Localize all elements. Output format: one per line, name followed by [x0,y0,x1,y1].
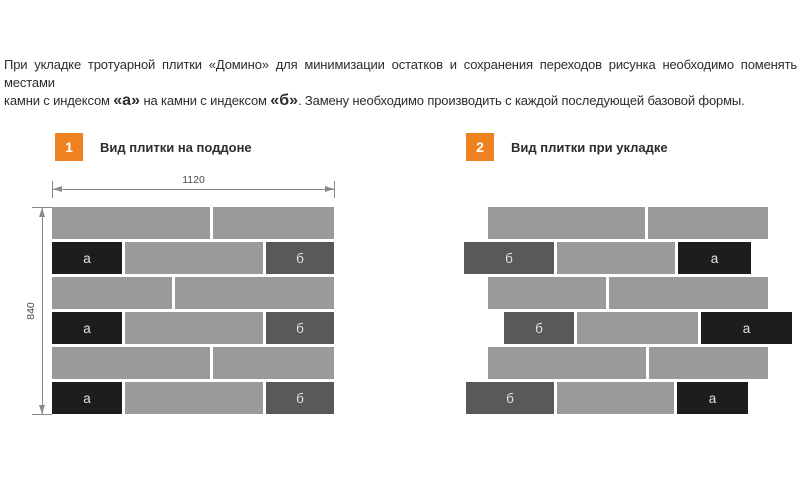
tile-label: а [83,320,91,336]
laying-tile-plain [488,347,646,379]
width-dimension-line [52,189,335,190]
laying-tile-a: а [678,242,751,274]
index-a-emphasis: «а» [113,92,140,109]
tile-label: б [506,390,514,406]
tile-label: а [710,250,719,266]
laying-tile-plain [609,277,768,309]
intro-text: на камни с индексом [139,93,271,108]
pallet-tile-plain [125,382,263,414]
height-dimension-extension-bottom [32,414,52,415]
section-1-number: 1 [65,139,73,155]
tile-label: б [296,250,304,266]
section-1-header: 1 Вид плитки на поддоне [55,133,252,161]
laying-tile-plain [648,207,768,239]
index-b-emphasis: «б» [270,92,298,109]
laying-tile-b: б [466,382,554,414]
laying-tile-b: б [464,242,554,274]
laying-tile-plain [488,277,606,309]
tile-label: а [708,390,717,406]
laying-tile-plain [557,382,674,414]
intro-line-1: При укладке тротуарной плитки «Домино» д… [4,56,797,92]
intro-text: . Замену необходимо производить с каждой… [297,93,745,108]
dimension-arrow-right-icon [325,186,334,192]
tile-label: б [296,390,304,406]
dimension-arrow-left-icon [53,186,62,192]
laying-tile-b: б [504,312,574,344]
section-2-badge: 2 [466,133,494,161]
width-dimension-extension-left [52,181,53,198]
section-1-badge: 1 [55,133,83,161]
width-dimension-extension-right [334,181,335,198]
pallet-tile-b: б [266,242,334,274]
pallet-tile-plain [125,312,263,344]
laying-tile-plain [488,207,645,239]
pallet-tile-plain [52,347,210,379]
width-dimension-label: 1120 [182,174,205,186]
dimension-arrow-down-icon [39,405,45,414]
laying-tile-plain [577,312,698,344]
pallet-tile-plain [52,277,172,309]
tile-label: б [296,320,304,336]
laying-tile-plain [649,347,768,379]
pallet-tile-b: б [266,312,334,344]
height-dimension-line [42,207,43,415]
pallet-tile-b: б [266,382,334,414]
tile-label: б [535,320,543,336]
laying-tile-a: а [677,382,748,414]
pallet-tile-a: а [52,312,122,344]
pallet-tile-a: а [52,242,122,274]
laying-tile-plain [557,242,675,274]
pallet-tile-a: а [52,382,122,414]
tile-label: а [742,320,751,336]
intro-text: камни с индексом [4,93,114,108]
tile-label: б [505,250,513,266]
tile-label: а [83,390,91,406]
section-2-number: 2 [476,139,484,155]
pallet-tile-plain [213,347,334,379]
pallet-tile-plain [125,242,263,274]
pallet-tile-plain [213,207,334,239]
section-2-header: 2 Вид плитки при укладке [466,133,668,161]
pallet-tile-plain [175,277,334,309]
pallet-tile-plain [52,207,210,239]
section-1-title: Вид плитки на поддоне [100,139,252,155]
height-dimension-extension-top [32,207,52,208]
dimension-arrow-up-icon [39,208,45,217]
laying-tile-a: а [701,312,792,344]
tile-label: а [83,250,91,266]
section-2-title: Вид плитки при укладке [511,139,668,155]
intro-paragraph: При укладке тротуарной плитки «Домино» д… [4,56,797,110]
intro-text: При укладке тротуарной плитки «Домино» д… [4,57,797,90]
intro-line-2: камни с индексом «а» на камни с индексом… [4,92,797,110]
